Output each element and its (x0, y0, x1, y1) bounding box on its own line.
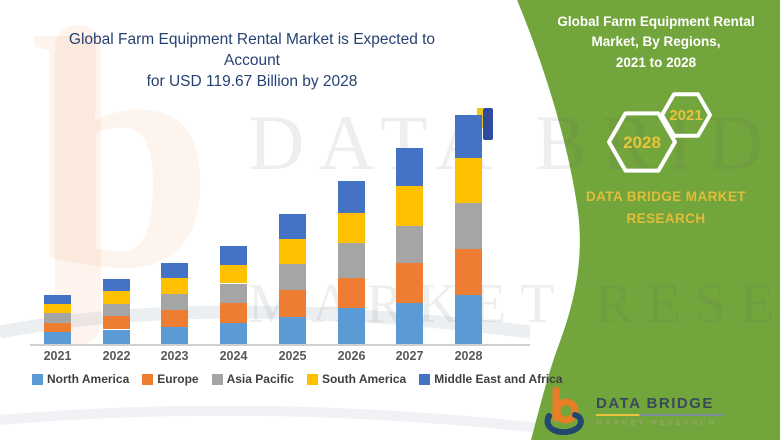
legend-swatch-icon (32, 373, 43, 385)
legend-item-north-america: North America (32, 372, 129, 386)
bar-segment-2027-europe (396, 262, 423, 303)
bar-segment-2024-europe (220, 303, 247, 323)
hexagon-2028-icon (607, 111, 677, 173)
bar-segment-2025-europe (279, 290, 306, 317)
side-title-line1: Global Farm Equipment Rental (557, 14, 755, 29)
fragment-navy-block (483, 108, 493, 140)
legend-item-south-america: South America (306, 372, 407, 386)
bar-segment-2028-europe (455, 248, 482, 295)
peach-band-watermark (55, 25, 101, 345)
legend-swatch-icon (419, 373, 431, 385)
footer-logo-text: DATA BRIDGE MARKET RESEARCH (596, 395, 724, 427)
brand-name-block: DATA BRIDGE MARKET RESEARCH (556, 186, 776, 229)
footer-logo: DATA BRIDGE MARKET RESEARCH (543, 387, 724, 435)
bar-segment-2028-north-america (455, 294, 482, 344)
legend-item-middle-east-and-africa: Middle East and Africa (419, 372, 562, 386)
x-axis-label-2025: 2025 (278, 349, 307, 363)
bar-segment-2023-asia-pacific (161, 294, 188, 311)
brand-name-line1: DATA BRIDGE MARKET (586, 189, 746, 204)
legend-item-europe: Europe (142, 372, 199, 386)
bar-segment-2022-south-america (103, 291, 130, 304)
x-axis-label-2026: 2026 (337, 349, 366, 363)
bar-segment-2028-middle-east-and-africa (455, 115, 482, 158)
bar-segment-2023-south-america (161, 278, 188, 295)
bar-segment-2021-asia-pacific (44, 313, 71, 324)
hexagon-2021-icon (660, 92, 712, 138)
bar-segment-2021-south-america (44, 304, 71, 314)
bar-segment-2025-middle-east-and-africa (279, 214, 306, 239)
bar-segment-2027-middle-east-and-africa (396, 148, 423, 187)
data-bridge-logo-icon (544, 387, 584, 435)
bar-segment-2025-asia-pacific (279, 264, 306, 290)
bar-segment-2026-europe (338, 277, 365, 308)
chart-legend: North America Europe Asia Pacific South Ame… (32, 372, 562, 386)
bar-segment-2026-middle-east-and-africa (338, 181, 365, 214)
bar-segment-2026-north-america (338, 307, 365, 344)
bar-segment-2023-north-america (161, 326, 188, 344)
x-axis-label-2028: 2028 (454, 349, 483, 363)
bar-segment-2026-asia-pacific (338, 243, 365, 278)
brand-watermark-line2: MARKET RESEARCH (248, 273, 780, 335)
chart-headline-line2: for USD 119.67 Billion by 2028 (146, 72, 358, 90)
legend-swatch-icon (211, 373, 223, 385)
bar-segment-2021-north-america (44, 332, 71, 344)
x-axis-label-2023: 2023 (160, 349, 189, 363)
bar-segment-2022-middle-east-and-africa (103, 279, 130, 292)
legend-label: South America (321, 372, 407, 386)
side-panel-title: Global Farm Equipment Rental Market, By … (542, 12, 770, 73)
bar-segment-2021-middle-east-and-africa (44, 295, 71, 305)
bar-segment-2026-south-america (338, 213, 365, 244)
legend-label: Middle East and Africa (434, 372, 563, 386)
bar-segment-2022-asia-pacific (103, 303, 130, 317)
brand-watermark-line1: DATA BRIDGE (248, 99, 780, 186)
hex-year-start-label: 2021 (669, 107, 702, 124)
bar-segment-2028-asia-pacific (455, 203, 482, 249)
chart-headline: Global Farm Equipment Rental Market is E… (40, 30, 464, 93)
hex-year-end-label: 2028 (623, 133, 661, 152)
legend-label: Europe (157, 372, 199, 386)
bar-segment-2023-middle-east-and-africa (161, 263, 188, 279)
x-axis-line (30, 344, 530, 346)
bar-segment-2024-north-america (220, 323, 247, 344)
bar-segment-2025-south-america (279, 239, 306, 265)
year-hexagons: 2028 2021 (607, 92, 712, 173)
footer-brand-name: DATA BRIDGE (596, 395, 714, 412)
brand-name-line2: RESEARCH (626, 210, 706, 226)
bar-segment-2023-europe (161, 310, 188, 327)
legend-label: North America (47, 372, 130, 386)
bar-segment-2024-middle-east-and-africa (220, 246, 247, 265)
footer-rule (596, 414, 724, 416)
bar-segment-2028-south-america (455, 157, 482, 204)
bar-segment-2022-europe (103, 316, 130, 330)
x-axis-label-2024: 2024 (219, 349, 248, 363)
x-axis-label-2021: 2021 (43, 349, 72, 363)
bar-segment-2027-asia-pacific (396, 225, 423, 263)
side-title-line3: 2021 to 2028 (615, 54, 697, 70)
legend-swatch-icon (142, 373, 154, 385)
bar-segment-2024-south-america (220, 264, 247, 284)
bar-segment-2027-south-america (396, 186, 423, 226)
x-axis-label-2022: 2022 (102, 349, 131, 363)
x-axis-label-2027: 2027 (395, 349, 424, 363)
side-title-line2: Market, By Regions, (591, 34, 721, 50)
bar-segment-2024-asia-pacific (220, 283, 247, 303)
bar-segment-2027-north-america (396, 302, 423, 344)
bar-segment-2022-north-america (103, 329, 130, 344)
legend-swatch-icon (306, 373, 318, 385)
plot-area: 2021 2022 2023 2024 2025 2026 2027 2028 (30, 115, 530, 363)
chart-headline-line1: Global Farm Equipment Rental Market is E… (68, 31, 436, 69)
bar-segment-2021-europe (44, 323, 71, 333)
footer-brand-subtitle: MARKET RESEARCH (596, 418, 718, 427)
bar-segment-2025-north-america (279, 316, 306, 344)
legend-item-asia-pacific: Asia Pacific (211, 372, 294, 386)
legend-label: Asia Pacific (226, 372, 294, 386)
